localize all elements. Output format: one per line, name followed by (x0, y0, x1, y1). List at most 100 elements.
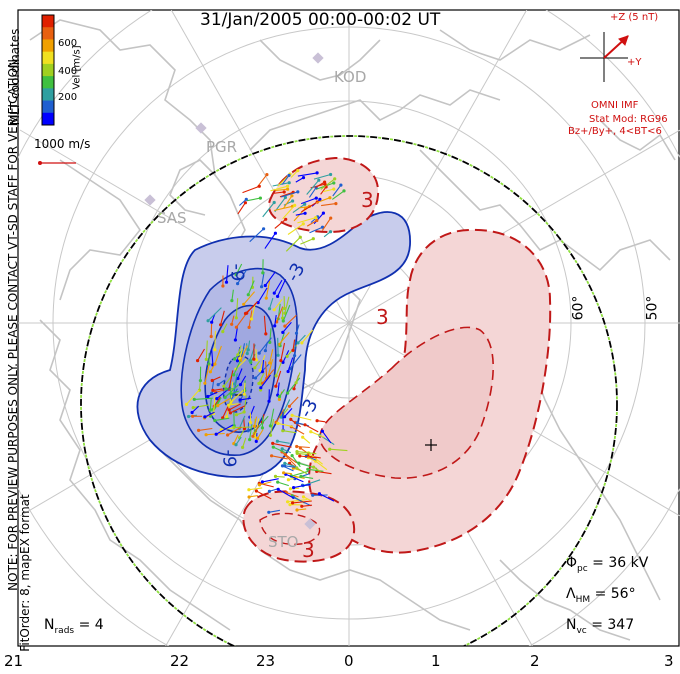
velocity-vector (296, 445, 310, 449)
station-label-sto: STO (268, 533, 299, 551)
velocity-vector (275, 475, 285, 478)
velocity-vector (307, 468, 324, 472)
vector-origin (287, 181, 291, 185)
velocity-colorbar (41, 14, 55, 126)
velocity-vector (245, 303, 256, 314)
velocity-vector (287, 499, 308, 503)
velocity-vector (237, 345, 242, 355)
velocity-vector (292, 339, 296, 351)
mlt-tick-1: 1 (431, 652, 441, 670)
imf-by-label: +Y (627, 57, 642, 68)
velocity-vector (283, 472, 292, 475)
velocity-vector (321, 203, 336, 207)
velocity-vector (292, 500, 312, 504)
colorbar-segment (42, 112, 54, 126)
velocity-vector (240, 375, 247, 385)
velocity-vector (301, 329, 314, 344)
colorbar-tick-600: 600 (58, 38, 78, 49)
velocity-vector (213, 396, 221, 407)
velocity-vector (258, 337, 272, 354)
map-title: 31/Jan/2005 00:00-00:02 UT (200, 10, 441, 30)
colorbar-border (41, 14, 55, 126)
velocity-vector (277, 481, 289, 487)
velocity-vector (231, 315, 235, 325)
velocity-vector (316, 470, 332, 475)
stat-model-conditions: Bz+/By+, 4<BT<6 (568, 126, 662, 137)
velocity-vector (322, 188, 334, 193)
velocity-vector (214, 345, 222, 365)
mlt-tick-21: 21 (4, 652, 24, 670)
velocity-vector (239, 429, 245, 438)
vector-origin (303, 211, 307, 215)
velocity-vector (278, 332, 290, 345)
velocity-vector (235, 263, 243, 275)
contour-label-pos-bottom: 3 (302, 538, 315, 562)
coordinate-label: MLT coordinates (8, 28, 22, 126)
velocity-vector (235, 313, 247, 328)
colorbar-segment (42, 76, 54, 89)
velocity-vector (237, 202, 246, 215)
colorbar-tick-200: 200 (58, 92, 78, 103)
velocity-vector (277, 488, 295, 499)
velocity-vector (283, 195, 293, 209)
velocity-vector (295, 177, 304, 183)
vector-origin (225, 415, 229, 419)
colorbar-segment (42, 88, 54, 102)
velocity-vector (233, 360, 241, 376)
scale-vector-label: 1000 m/s (34, 137, 91, 151)
velocity-vector (241, 343, 246, 356)
velocity-vector (214, 417, 230, 422)
velocity-vector (279, 332, 285, 346)
velocity-vector (265, 361, 268, 379)
velocity-vector (211, 349, 214, 365)
velocity-vector (261, 271, 265, 287)
velocity-vector (316, 197, 331, 204)
velocity-vector (240, 397, 252, 401)
velocity-vector (224, 384, 239, 398)
velocity-vector (243, 395, 247, 413)
velocity-vector (281, 448, 292, 454)
velocity-vector (247, 280, 255, 295)
velocity-vector (282, 408, 289, 416)
velocity-vector (275, 370, 282, 387)
velocity-vector (228, 403, 239, 406)
velocity-vector (284, 408, 293, 418)
velocity-vector (211, 376, 221, 382)
velocity-vector (289, 354, 302, 370)
velocity-vector (220, 310, 225, 325)
imf-bz-label: +Z (5 nT) (610, 12, 659, 23)
velocity-vector (313, 466, 321, 473)
velocity-vector (246, 197, 261, 202)
velocity-vector (259, 354, 266, 371)
velocity-vector (268, 509, 280, 513)
mlt-tick-23: 23 (256, 652, 276, 670)
vector-origin (204, 357, 208, 361)
velocity-vector (313, 173, 331, 180)
colorbar-segment (42, 39, 54, 53)
velocity-vector (296, 508, 307, 511)
velocity-vector (285, 236, 301, 252)
velocity-vectors (184, 169, 348, 514)
vector-origin (209, 334, 213, 339)
velocity-vector (289, 396, 299, 407)
velocity-vector (259, 481, 272, 486)
velocity-vector (287, 377, 301, 394)
velocity-vector (291, 470, 309, 477)
velocity-vector (228, 370, 234, 390)
velocity-vector (297, 217, 316, 224)
velocity-vector (283, 200, 293, 206)
vector-origin (233, 382, 237, 386)
velocity-vector (273, 446, 286, 454)
contour-label-pos-right: 3 (376, 305, 389, 329)
velocity-vector (302, 479, 321, 487)
velocity-vector (298, 205, 310, 209)
velocity-vector (247, 340, 251, 350)
velocity-vector (275, 188, 288, 192)
velocity-vector (257, 287, 268, 303)
velocity-vector (295, 212, 306, 216)
velocity-vector (277, 422, 294, 428)
vector-origin (230, 322, 234, 326)
velocity-vector (303, 496, 311, 501)
velocity-vector (315, 460, 328, 471)
